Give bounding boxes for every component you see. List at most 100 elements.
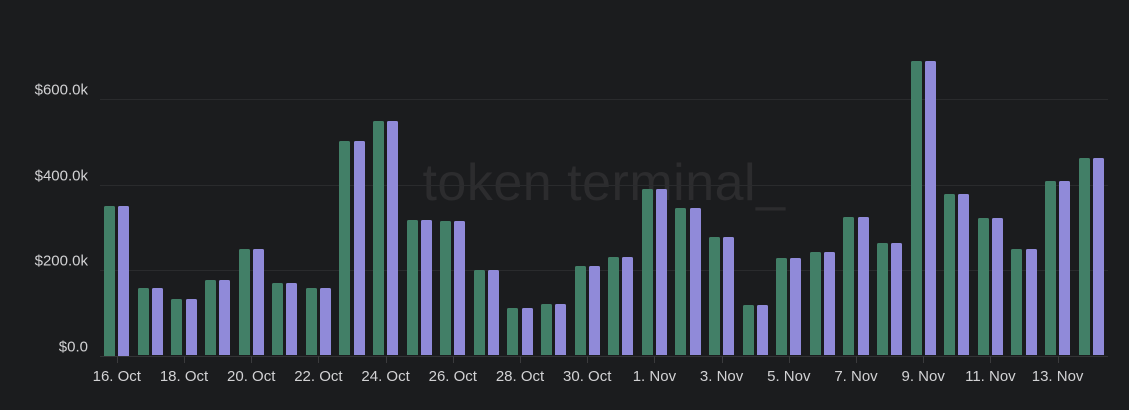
bar-purple-17-oct[interactable] — [152, 288, 163, 356]
bar-green-2-nov[interactable] — [675, 208, 687, 356]
bar-green-12-nov[interactable] — [1011, 249, 1023, 356]
bar-purple-18-oct[interactable] — [185, 298, 197, 356]
bar-green-6-nov[interactable] — [809, 252, 821, 356]
bar-purple-7-nov[interactable] — [857, 216, 869, 356]
bar-green-4-nov[interactable] — [742, 305, 754, 356]
bar-green-1-nov[interactable] — [641, 188, 653, 356]
x-axis-tick — [184, 356, 185, 363]
bar-green-29-oct[interactable] — [541, 304, 552, 356]
x-axis-tick — [856, 356, 857, 363]
bar-purple-28-oct[interactable] — [521, 307, 533, 356]
bar-green-11-nov[interactable] — [977, 218, 989, 356]
bar-green-27-oct[interactable] — [473, 270, 485, 356]
y-axis-label: $200.0k — [34, 252, 88, 270]
bar-green-30-oct[interactable] — [574, 265, 586, 356]
bar-green-9-nov[interactable] — [910, 61, 922, 356]
bar-green-20-oct[interactable] — [238, 249, 250, 356]
bar-purple-3-nov[interactable] — [723, 237, 735, 356]
bar-purple-2-nov[interactable] — [689, 208, 701, 356]
x-axis-label: 11. Nov — [965, 368, 1016, 385]
bar-purple-13-nov[interactable] — [1059, 180, 1071, 356]
bar-purple-10-nov[interactable] — [958, 194, 970, 356]
gridline — [100, 184, 1108, 186]
bar-green-25-oct[interactable] — [406, 219, 418, 356]
x-axis-label: 5. Nov — [767, 368, 811, 385]
bar-green-23-oct[interactable] — [339, 140, 351, 356]
bar-green-8-nov[interactable] — [877, 243, 888, 356]
bar-purple-29-oct[interactable] — [555, 304, 567, 356]
bar-green-22-oct[interactable] — [305, 288, 317, 356]
x-axis-tick — [520, 356, 521, 363]
bar-purple-8-nov[interactable] — [891, 243, 903, 356]
bar-green-3-nov[interactable] — [709, 237, 720, 356]
bar-purple-24-oct[interactable] — [387, 120, 399, 356]
bar-purple-12-nov[interactable] — [1025, 249, 1037, 356]
bar-purple-16-oct[interactable] — [118, 205, 130, 356]
x-axis-tick — [251, 356, 253, 363]
bar-purple-23-oct[interactable] — [353, 140, 365, 356]
x-axis-tick — [587, 356, 589, 363]
x-axis-tick — [385, 356, 387, 363]
bar-purple-26-oct[interactable] — [454, 221, 466, 356]
x-axis-label: 1. Nov — [632, 368, 677, 385]
bar-purple-6-nov[interactable] — [824, 252, 835, 356]
x-axis-tick — [788, 356, 790, 363]
x-axis-label: 13. Nov — [1031, 368, 1084, 385]
x-axis-label: 3. Nov — [699, 368, 744, 385]
y-axis-label: $0.0 — [58, 338, 88, 355]
bar-purple-4-nov[interactable] — [756, 305, 768, 356]
x-axis-label: 22. Oct — [294, 368, 343, 385]
y-axis-label: $600.0k — [34, 81, 88, 99]
x-axis-tick — [990, 356, 992, 363]
x-axis-tick — [116, 356, 118, 363]
bar-purple-5-nov[interactable] — [790, 257, 802, 356]
x-axis-label: 9. Nov — [901, 368, 945, 385]
bar-green-31-oct[interactable] — [608, 257, 620, 356]
bar-purple-20-oct[interactable] — [252, 249, 264, 356]
bar-green-7-nov[interactable] — [843, 216, 855, 356]
gridline — [100, 270, 1108, 271]
bar-green-16-oct[interactable] — [104, 205, 116, 356]
bar-purple-31-oct[interactable] — [622, 257, 634, 356]
x-axis-label: 16. Oct — [92, 368, 141, 385]
x-axis-label: 30. Oct — [563, 368, 612, 385]
bar-green-24-oct[interactable] — [373, 120, 384, 356]
bar-purple-11-nov[interactable] — [992, 218, 1003, 356]
bar-purple-30-oct[interactable] — [588, 265, 600, 356]
x-axis-label: 26. Oct — [428, 368, 477, 385]
x-axis-label: 24. Oct — [361, 368, 410, 385]
bar-purple-9-nov[interactable] — [924, 61, 936, 356]
bar-green-17-oct[interactable] — [137, 288, 149, 356]
x-axis-line — [100, 355, 1108, 357]
bar-purple-21-oct[interactable] — [286, 283, 298, 356]
x-axis-label: 18. Oct — [159, 368, 209, 385]
x-axis-tick — [721, 356, 723, 363]
x-axis-label: 7. Nov — [834, 368, 878, 385]
bar-purple-22-oct[interactable] — [320, 288, 331, 356]
x-axis-label: 28. Oct — [495, 368, 545, 385]
bar-green-28-oct[interactable] — [507, 307, 519, 356]
gridline — [100, 99, 1108, 100]
bar-purple-14-nov[interactable] — [1092, 157, 1104, 356]
bar-green-18-oct[interactable] — [171, 298, 183, 356]
x-axis-tick — [654, 356, 656, 363]
bar-green-21-oct[interactable] — [272, 283, 284, 356]
x-axis-tick — [1057, 356, 1059, 363]
bar-green-26-oct[interactable] — [440, 221, 452, 356]
bar-green-14-nov[interactable] — [1078, 157, 1090, 356]
bar-purple-25-oct[interactable] — [420, 219, 432, 356]
bar-green-5-nov[interactable] — [776, 257, 788, 356]
bar-green-19-oct[interactable] — [205, 279, 216, 356]
token-terminal-watermark: token terminal_ — [422, 154, 786, 212]
y-axis-label: $400.0k — [34, 167, 88, 184]
x-axis-label: 20. Oct — [227, 368, 276, 385]
bar-purple-1-nov[interactable] — [656, 188, 667, 356]
x-axis-tick — [452, 356, 454, 363]
bar-purple-19-oct[interactable] — [219, 279, 231, 356]
bar-green-10-nov[interactable] — [944, 194, 956, 356]
x-axis-tick — [923, 356, 925, 363]
bar-green-13-nov[interactable] — [1045, 180, 1056, 356]
x-axis-tick — [318, 356, 320, 363]
bar-purple-27-oct[interactable] — [488, 270, 499, 356]
